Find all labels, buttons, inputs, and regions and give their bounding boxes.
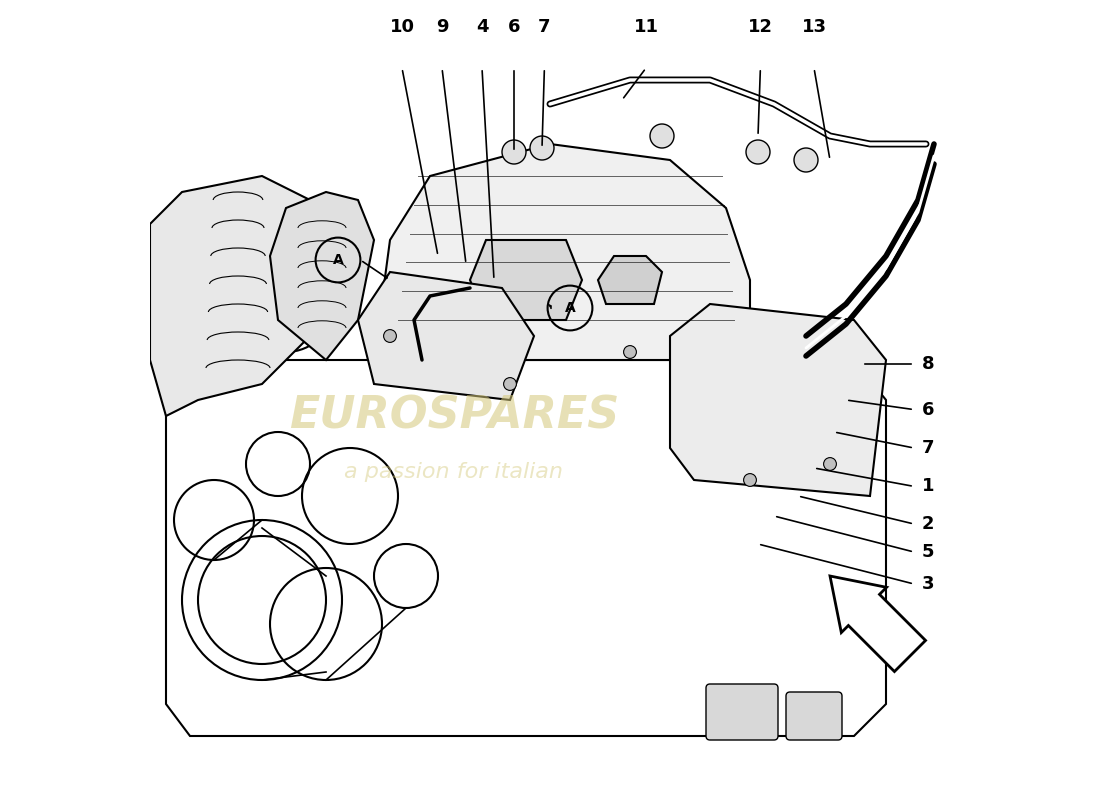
Text: 5: 5: [922, 543, 935, 561]
Circle shape: [624, 346, 637, 358]
Circle shape: [504, 378, 516, 390]
Circle shape: [650, 124, 674, 148]
Polygon shape: [470, 240, 582, 320]
Polygon shape: [270, 192, 374, 360]
Polygon shape: [150, 176, 326, 416]
Circle shape: [824, 458, 836, 470]
Text: 11: 11: [634, 18, 659, 36]
FancyBboxPatch shape: [786, 692, 842, 740]
Circle shape: [746, 140, 770, 164]
Text: 3: 3: [922, 575, 935, 593]
Circle shape: [744, 474, 757, 486]
Text: 6: 6: [508, 18, 520, 36]
Circle shape: [502, 140, 526, 164]
FancyArrow shape: [830, 576, 925, 671]
Text: 10: 10: [389, 18, 415, 36]
Text: 4: 4: [475, 18, 488, 36]
Text: 8: 8: [922, 355, 935, 373]
Circle shape: [530, 136, 554, 160]
Text: 1: 1: [922, 478, 935, 495]
Polygon shape: [670, 304, 886, 496]
FancyBboxPatch shape: [706, 684, 778, 740]
Text: 7: 7: [538, 18, 551, 36]
Text: 9: 9: [436, 18, 449, 36]
Polygon shape: [374, 144, 750, 360]
Text: A: A: [564, 301, 575, 315]
Polygon shape: [358, 272, 534, 400]
Circle shape: [384, 330, 396, 342]
Text: 12: 12: [748, 18, 773, 36]
Text: a passion for italian: a passion for italian: [344, 462, 563, 482]
Text: EUROSPARES: EUROSPARES: [289, 394, 619, 438]
Text: 13: 13: [802, 18, 826, 36]
Text: A: A: [332, 253, 343, 267]
Text: 2: 2: [922, 515, 935, 533]
Circle shape: [794, 148, 818, 172]
Text: 6: 6: [922, 401, 935, 418]
Polygon shape: [598, 256, 662, 304]
Text: 7: 7: [922, 439, 935, 457]
